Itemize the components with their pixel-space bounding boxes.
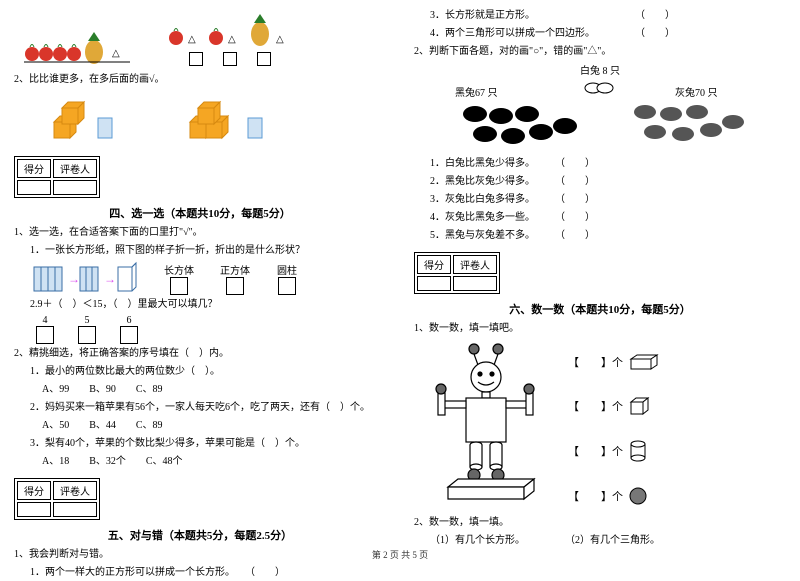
r3: 3．灰兔比白兔多得多。 （ ） bbox=[414, 192, 786, 208]
answer-box[interactable] bbox=[36, 326, 54, 344]
right-top3: 3．长方形就是正方形。 （ ） bbox=[414, 8, 786, 24]
answer-box[interactable] bbox=[78, 326, 96, 344]
sphere-icon bbox=[629, 487, 647, 505]
robot-figure-area: 【 】个 【 】个 【 】个 【 】个 bbox=[418, 341, 786, 511]
score-box: 得分评卷人 bbox=[414, 252, 500, 294]
sec6-q2-2: （2）有几个三角形。 bbox=[565, 533, 660, 549]
cube-compare-row bbox=[44, 94, 386, 144]
score-box: 得分评卷人 bbox=[14, 156, 100, 198]
answer-box[interactable] bbox=[170, 277, 188, 295]
answer-box[interactable] bbox=[226, 277, 244, 295]
fruit-group-2: △ △ △ bbox=[160, 12, 300, 66]
answer-box[interactable] bbox=[189, 52, 203, 66]
answer-box[interactable] bbox=[257, 52, 271, 66]
count-bracket: 【 】个 bbox=[568, 398, 623, 414]
svg-text:→: → bbox=[68, 272, 80, 286]
r2: 2．黑兔比灰兔少得多。 （ ） bbox=[414, 174, 786, 190]
right-top4: 4．两个三角形可以拼成一个四边形。 （ ） bbox=[414, 26, 786, 42]
sec4-p2: 2、精挑细选，将正确答案的序号填在（ ）内。 bbox=[14, 346, 386, 362]
svg-text:黑兔67 只: 黑兔67 只 bbox=[455, 86, 498, 99]
sec4-p2-3-opt: A、18 B、32个 C、48个 bbox=[14, 454, 386, 470]
count-bracket: 【 】个 bbox=[568, 443, 623, 459]
r4: 4．灰兔比黑兔多一些。 （ ） bbox=[414, 210, 786, 226]
svg-text:灰兔70 只: 灰兔70 只 bbox=[675, 86, 718, 99]
white-rabbit-label: 白兔 8 只 bbox=[414, 62, 786, 77]
score-box: 得分评卷人 bbox=[14, 478, 100, 520]
sec5-q1: 1．两个一样大的正方形可以拼成一个长方形。 （ ） bbox=[14, 565, 386, 581]
sec4-q2: 2.9＋（ ）＜15，（ ）里最大可以填几？ bbox=[14, 297, 386, 313]
svg-text:△: △ bbox=[228, 34, 236, 45]
page-footer: 第 2 页 共 5 页 bbox=[0, 548, 800, 561]
r5: 5．黑兔与灰兔差不多。 （ ） bbox=[414, 228, 786, 244]
opt-cube: 正方体 bbox=[220, 266, 250, 277]
sec4-p2-1: 1．最小的两位数比最大的两位数少（ ）。 bbox=[14, 364, 386, 380]
section-4-title: 四、选一选（本题共10分，每题5分） bbox=[14, 205, 386, 221]
sec4-p2-1-opt: A、99 B、90 C、89 bbox=[14, 382, 386, 398]
rabbit-figure: 白兔 8 只 黑兔67 只 灰兔70 只 bbox=[414, 62, 786, 154]
robot-icon bbox=[418, 341, 558, 511]
svg-text:→: → bbox=[104, 272, 116, 286]
sec4-q1: 1．一张长方形纸，照下图的样子折一折，折出的是什么形状？ bbox=[14, 243, 386, 259]
opt-cyl: 圆柱 bbox=[277, 266, 297, 277]
cube-icon bbox=[629, 396, 651, 416]
judge-intro: 2、判断下面各题，对的画"○"，错的画"△"。 bbox=[414, 44, 786, 60]
answer-box[interactable] bbox=[223, 52, 237, 66]
sec4-p2-2-opt: A、50 B、44 C、89 bbox=[14, 418, 386, 434]
cuboid-icon bbox=[629, 353, 659, 371]
fruit-group-1: △ bbox=[22, 30, 132, 66]
sec6-q2: 2、数一数，填一填。 bbox=[414, 515, 786, 531]
sec4-intro: 1、选一选，在合适答案下面的口里打"√"。 bbox=[14, 225, 386, 241]
svg-text:△: △ bbox=[276, 34, 284, 45]
cylinder-icon bbox=[629, 440, 647, 462]
answer-box[interactable] bbox=[120, 326, 138, 344]
section-5-title: 五、对与错（本题共5分，每题2.5分） bbox=[14, 527, 386, 543]
right-column: 3．长方形就是正方形。 （ ） 4．两个三角形可以拼成一个四边形。 （ ） 2、… bbox=[400, 0, 800, 545]
svg-text:△: △ bbox=[188, 34, 196, 45]
count-bracket: 【 】个 bbox=[568, 354, 623, 370]
sec4-q2-opts: 4 5 6 bbox=[34, 315, 386, 344]
sec6-q1: 1、数一数，填一填吧。 bbox=[414, 321, 786, 337]
q2-compare-text: 2、比比谁更多，在多后面的画√。 bbox=[14, 72, 386, 88]
sec6-q2-1: （1）有几个长方形。 bbox=[414, 533, 525, 549]
cube-stack-1 bbox=[44, 94, 124, 144]
fruit-compare-row: △ △ △ △ bbox=[22, 12, 386, 66]
sec4-p2-3: 3．梨有40个，苹果的个数比梨少得多，苹果可能是（ ）个。 bbox=[14, 436, 386, 452]
svg-text:△: △ bbox=[112, 48, 120, 59]
section-6-title: 六、数一数（本题共10分，每题5分） bbox=[414, 301, 786, 317]
fold-shapes-row: → → 长方体 正方体 圆柱 bbox=[32, 261, 386, 295]
opt-cuboid: 长方体 bbox=[164, 266, 194, 277]
r1: 1．白兔比黑兔少得多。 （ ） bbox=[414, 156, 786, 172]
count-bracket: 【 】个 bbox=[568, 488, 623, 504]
cube-stack-2 bbox=[184, 94, 274, 144]
left-column: △ △ △ △ 2、比比谁更多，在 bbox=[0, 0, 400, 545]
sec4-p2-2: 2．妈妈买来一箱苹果有56个，一家人每天吃6个，吃了两天，还有（ ）个。 bbox=[14, 400, 386, 416]
answer-box[interactable] bbox=[278, 277, 296, 295]
shape-count-list: 【 】个 【 】个 【 】个 【 】个 bbox=[568, 341, 659, 511]
